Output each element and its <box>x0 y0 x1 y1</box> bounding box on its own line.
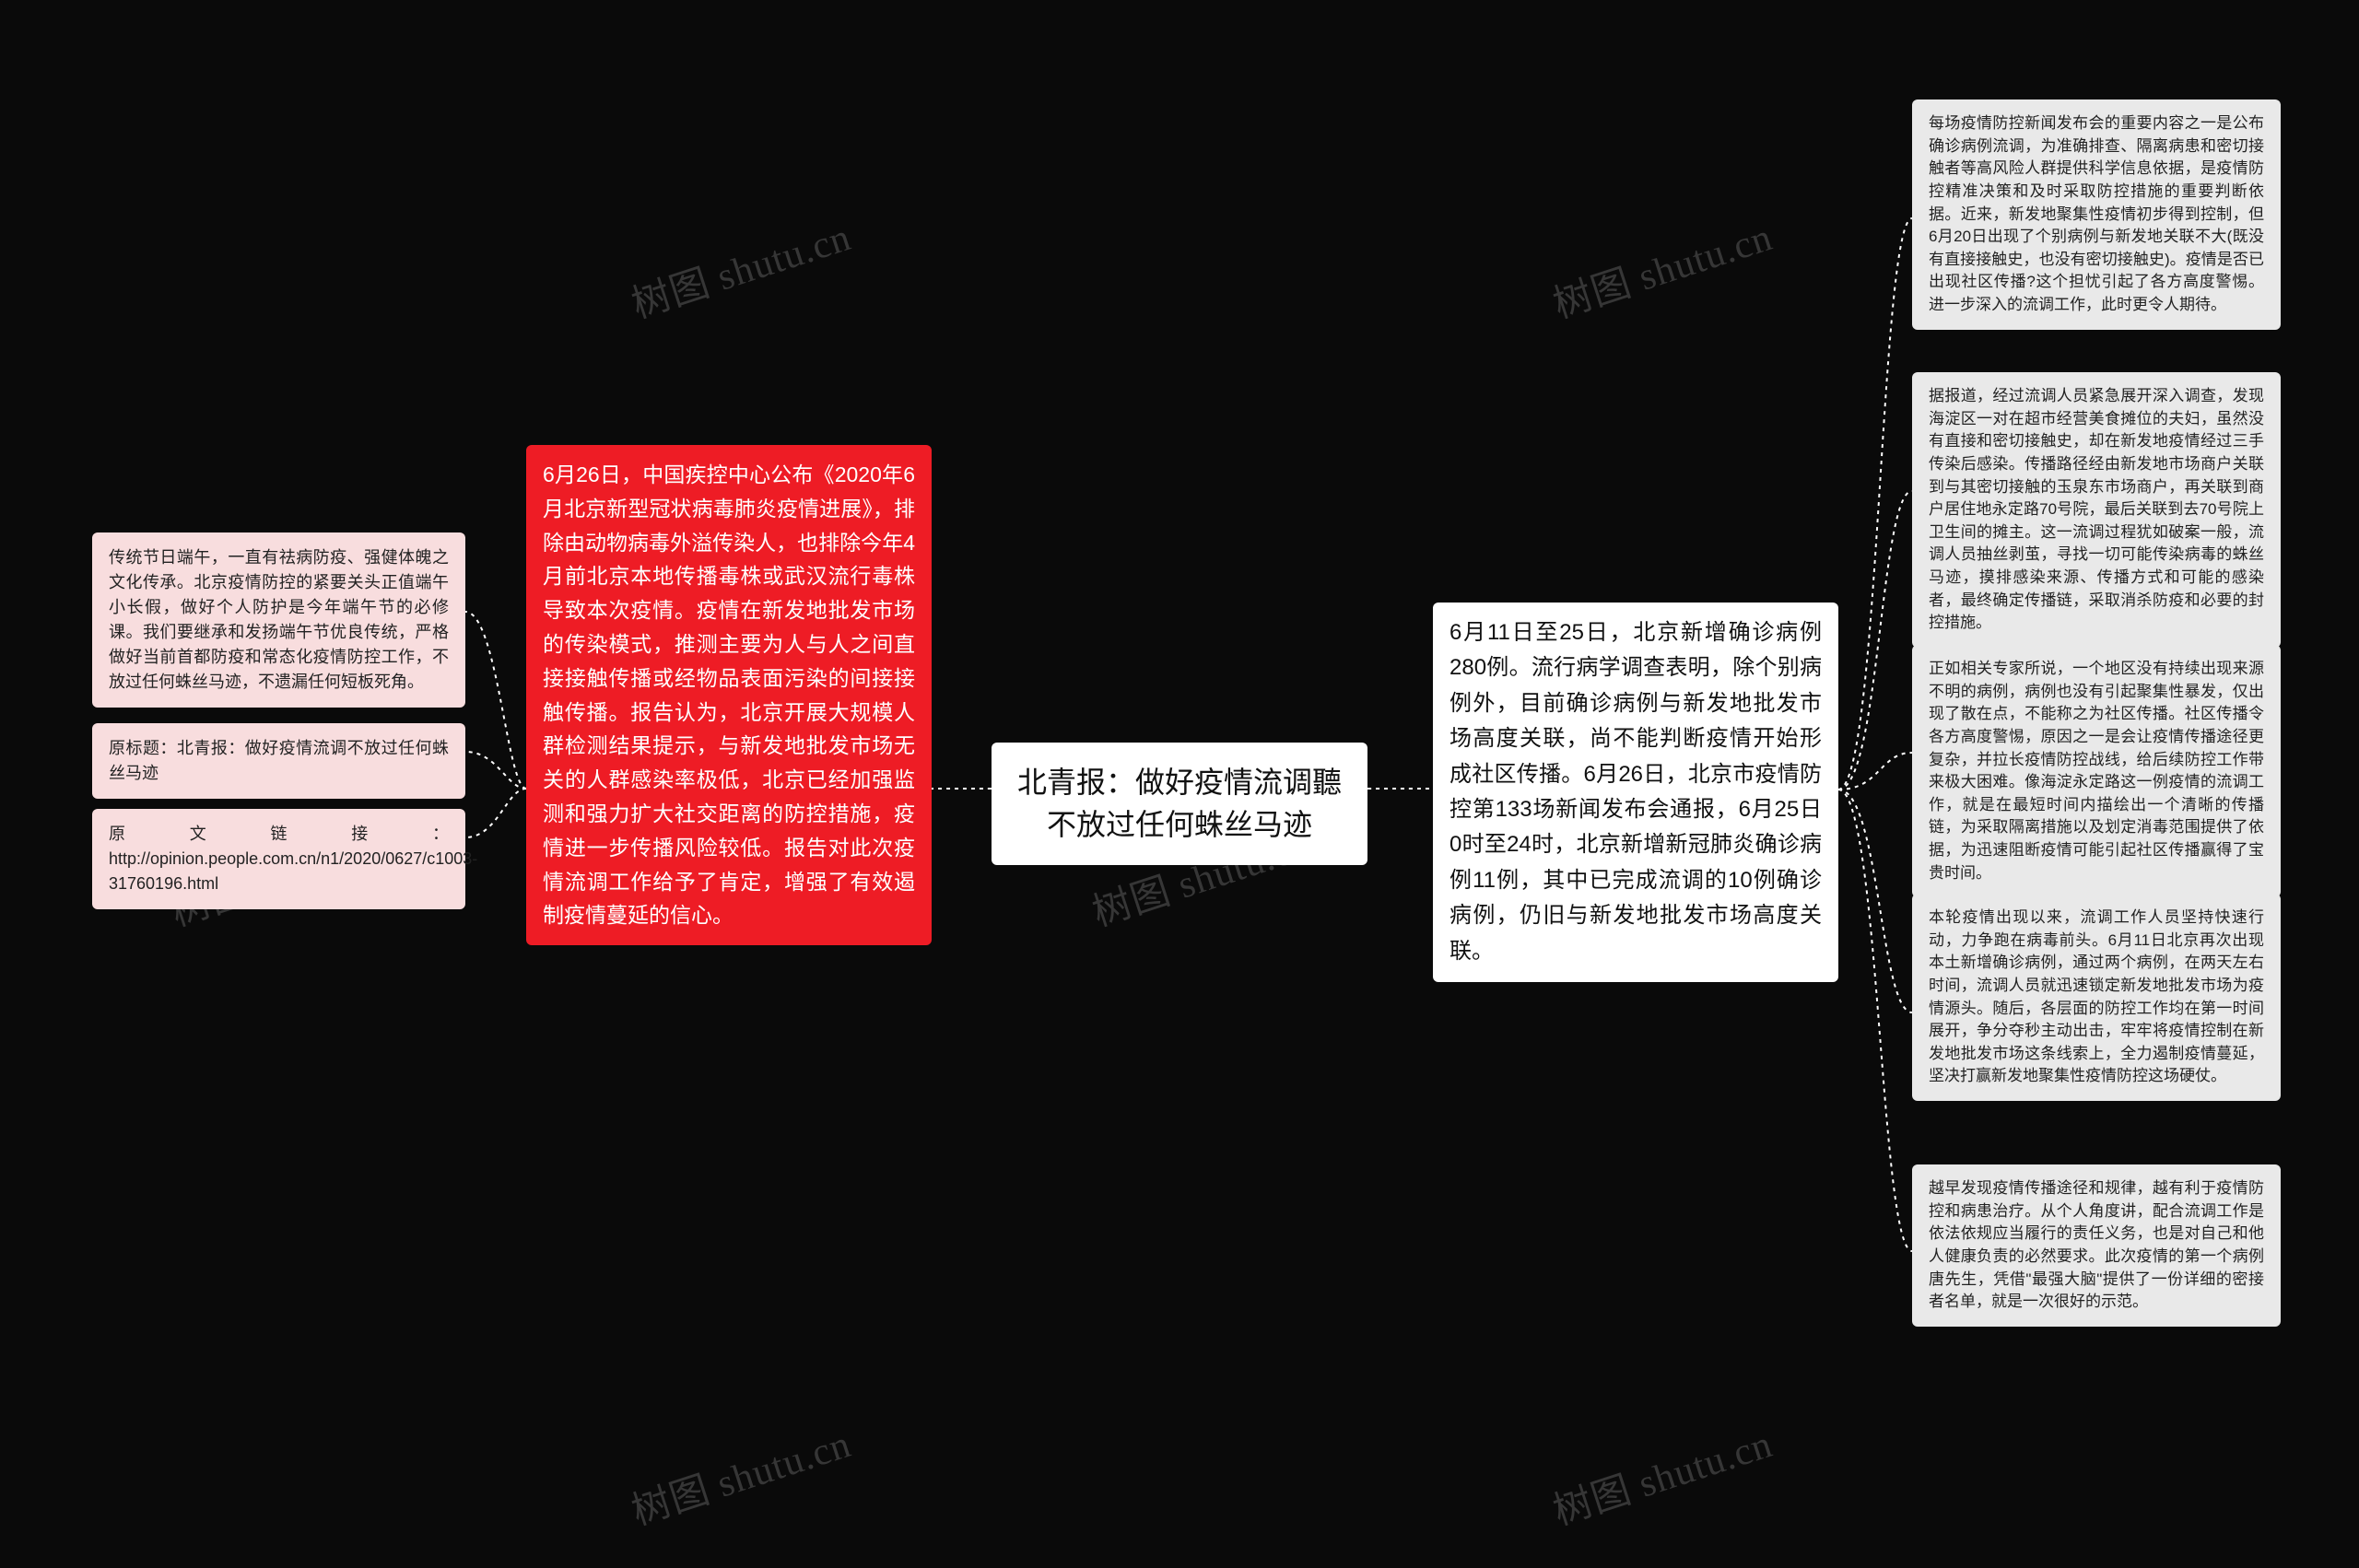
right-gray-node-5[interactable]: 越早发现疫情传播途径和规律，越有利于疫情防控和病患治疗。从个人角度讲，配合流调工… <box>1912 1164 2281 1327</box>
right-gray-node-1[interactable]: 每场疫情防控新闻发布会的重要内容之一是公布确诊病例流调，为准确排查、隔离病患和密… <box>1912 99 2281 330</box>
mindmap-canvas: 树图 shutu.cn 树图 shutu.cn 树图 shutu.cn 树图 s… <box>0 0 2359 1568</box>
watermark: 树图 shutu.cn <box>624 1412 857 1536</box>
left-pink-node-1[interactable]: 传统节日端午，一直有祛病防疫、强健体魄之文化传承。北京疫情防控的紧要关头正值端午… <box>92 532 465 708</box>
right-gray-node-3[interactable]: 正如相关专家所说，一个地区没有持续出现来源不明的病例，病例也没有引起聚集性暴发，… <box>1912 645 2281 897</box>
center-node[interactable]: 北青报：做好疫情流调聽 不放过任何蛛丝马迹 <box>992 743 1367 865</box>
watermark: 树图 shutu.cn <box>1545 205 1778 329</box>
right-gray-node-4[interactable]: 本轮疫情出现以来，流调工作人员坚持快速行动，力争跑在病毒前头。6月11日北京再次… <box>1912 894 2281 1101</box>
left-pink-node-3[interactable]: 原文链接：http://opinion.people.com.cn/n1/202… <box>92 809 465 909</box>
right-gray-node-2[interactable]: 据报道，经过流调人员紧急展开深入调查，发现海淀区一对在超市经营美食摊位的夫妇，虽… <box>1912 372 2281 648</box>
center-title-line2: 不放过任何蛛丝马迹 <box>1015 803 1344 846</box>
center-title-line1: 北青报：做好疫情流调聽 <box>1015 761 1344 803</box>
watermark: 树图 shutu.cn <box>624 205 857 329</box>
left-pink-node-2[interactable]: 原标题：北青报：做好疫情流调不放过任何蛛丝马迹 <box>92 723 465 799</box>
watermark: 树图 shutu.cn <box>1545 1412 1778 1536</box>
left-red-node[interactable]: 6月26日，中国疾控中心公布《2020年6月北京新型冠状病毒肺炎疫情进展》，排除… <box>526 445 932 945</box>
right-main-node[interactable]: 6月11日至25日，北京新增确诊病例280例。流行病学调查表明，除个别病例外，目… <box>1433 603 1838 982</box>
